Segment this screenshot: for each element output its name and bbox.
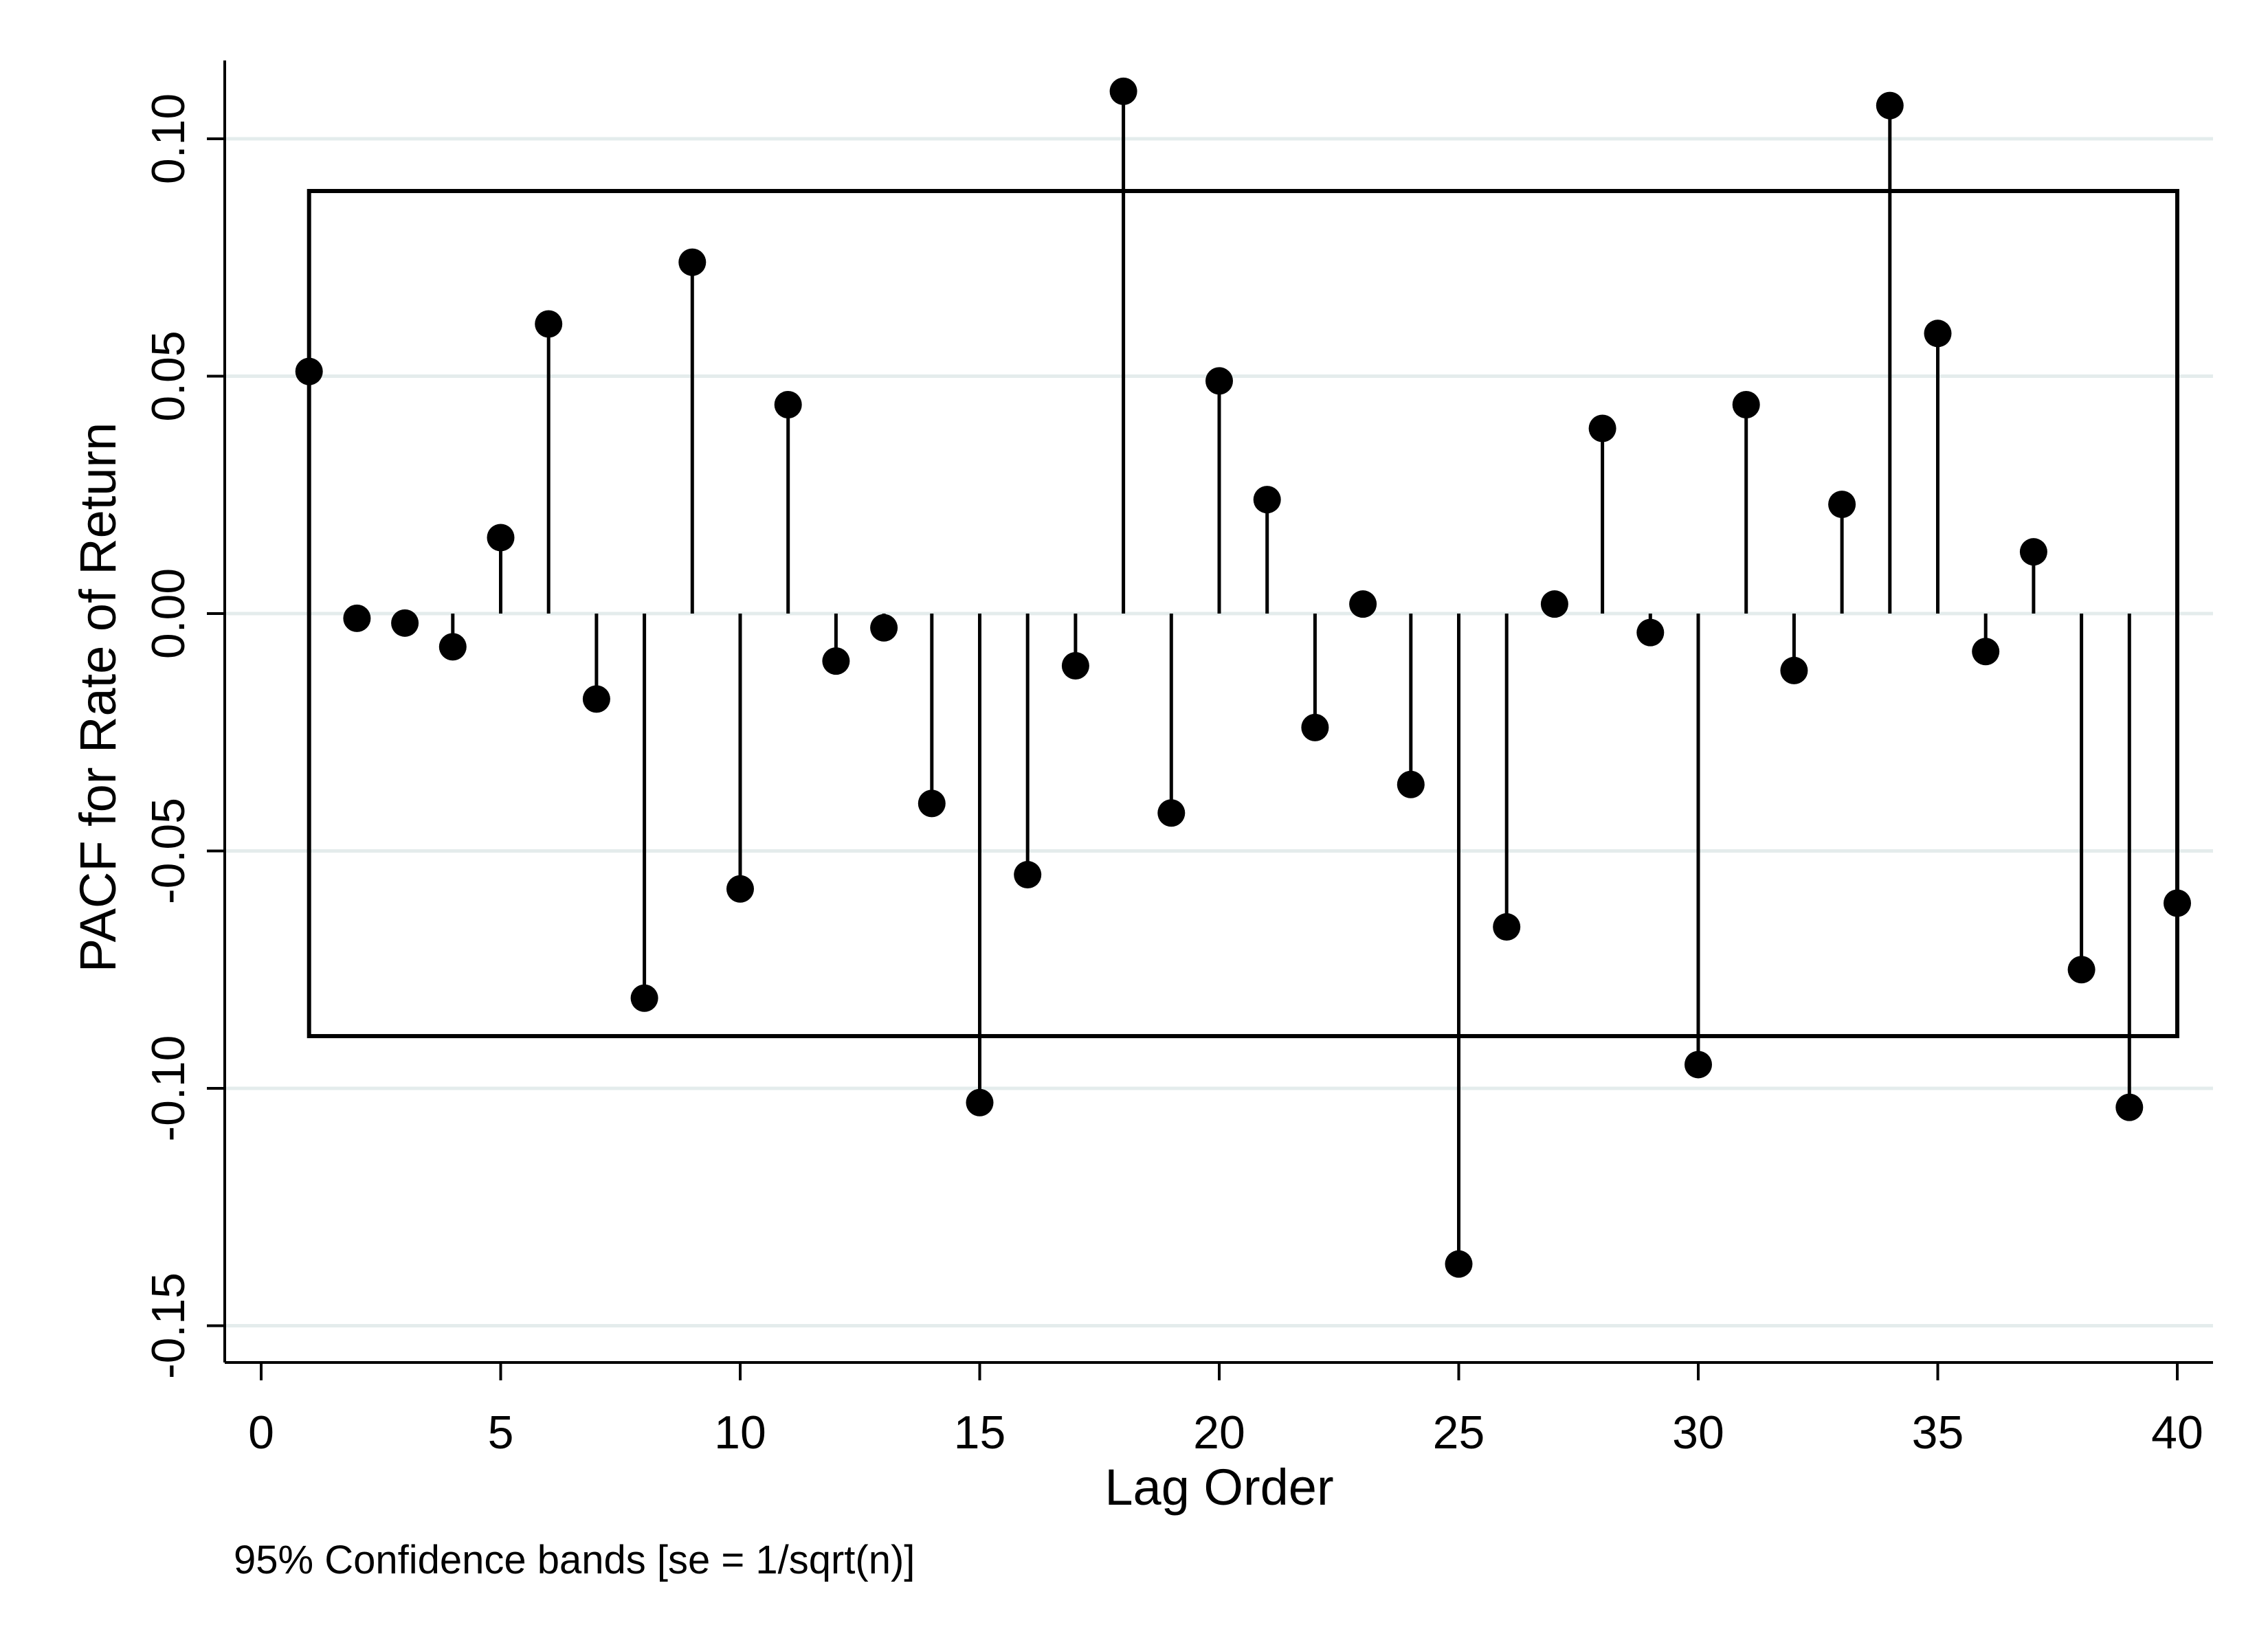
- x-tick-label-2: 10: [714, 1406, 766, 1459]
- marker-lag-22: [1301, 713, 1329, 741]
- marker-lag-14: [918, 789, 946, 818]
- marker-lag-36: [1972, 638, 2000, 666]
- marker-lag-39: [2115, 1093, 2144, 1121]
- marker-lag-28: [1588, 414, 1616, 442]
- x-tick-label-8: 40: [2151, 1406, 2203, 1459]
- x-tick-label-6: 30: [1672, 1406, 1724, 1459]
- y-tick-label-0: -0.15: [142, 1272, 194, 1379]
- marker-lag-4: [438, 633, 467, 661]
- x-tick-label-7: 35: [1912, 1406, 1964, 1459]
- marker-lag-3: [391, 609, 419, 637]
- y-axis-title: PACF for Rate of Return: [69, 423, 126, 973]
- marker-lag-33: [1828, 491, 1856, 519]
- y-axis-ticks: -0.15 -0.10 -0.05 0.00 0.05 0.10: [142, 93, 225, 1379]
- marker-lag-35: [1924, 319, 1952, 348]
- marker-lag-18: [1109, 77, 1137, 105]
- marker-lag-32: [1780, 656, 1808, 684]
- marker-lag-19: [1157, 799, 1186, 827]
- marker-lag-20: [1205, 367, 1233, 395]
- y-tick-label-4: 0.05: [142, 330, 194, 421]
- confidence-band-note: 95% Confidence bands [se = 1/sqrt(n)]: [234, 1538, 915, 1582]
- x-tick-label-5: 25: [1433, 1406, 1485, 1459]
- marker-lag-17: [1061, 652, 1089, 680]
- x-tick-label-0: 0: [248, 1406, 274, 1459]
- marker-lag-23: [1349, 590, 1377, 618]
- marker-lag-38: [2067, 956, 2095, 984]
- pacf-markers: [295, 77, 2191, 1278]
- marker-lag-34: [1876, 91, 1904, 120]
- marker-lag-15: [966, 1088, 994, 1117]
- marker-lag-12: [822, 647, 850, 675]
- x-axis-ticks: 0 5 10 15 20 25 30 35 40: [248, 1362, 2203, 1459]
- pacf-stems: [307, 91, 2179, 1264]
- marker-lag-8: [630, 984, 658, 1012]
- marker-lag-13: [870, 614, 898, 642]
- y-tick-label-3: 0.00: [142, 568, 194, 659]
- marker-lag-40: [2164, 889, 2191, 917]
- x-tick-label-3: 15: [954, 1406, 1006, 1459]
- y-tick-label-2: -0.05: [142, 798, 194, 904]
- y-tick-label-5: 0.10: [142, 93, 194, 184]
- marker-lag-11: [774, 390, 802, 418]
- marker-lag-1: [295, 357, 323, 385]
- marker-lag-25: [1445, 1250, 1473, 1278]
- marker-lag-10: [726, 875, 754, 903]
- marker-lag-16: [1014, 861, 1042, 889]
- marker-lag-5: [487, 524, 515, 552]
- marker-lag-29: [1636, 618, 1665, 647]
- marker-lag-27: [1540, 590, 1568, 618]
- marker-lag-21: [1253, 486, 1281, 514]
- marker-lag-24: [1397, 770, 1425, 798]
- marker-lag-26: [1493, 913, 1521, 941]
- marker-lag-37: [2019, 538, 2047, 566]
- marker-lag-7: [582, 685, 610, 713]
- marker-lag-31: [1732, 390, 1760, 418]
- x-axis-title: Lag Order: [1104, 1459, 1333, 1516]
- y-tick-label-1: -0.10: [142, 1035, 194, 1142]
- marker-lag-30: [1685, 1051, 1712, 1079]
- x-tick-label-4: 20: [1193, 1406, 1245, 1459]
- marker-lag-9: [678, 248, 707, 276]
- marker-lag-2: [343, 604, 371, 632]
- marker-lag-6: [535, 310, 563, 338]
- x-tick-label-1: 5: [488, 1406, 514, 1459]
